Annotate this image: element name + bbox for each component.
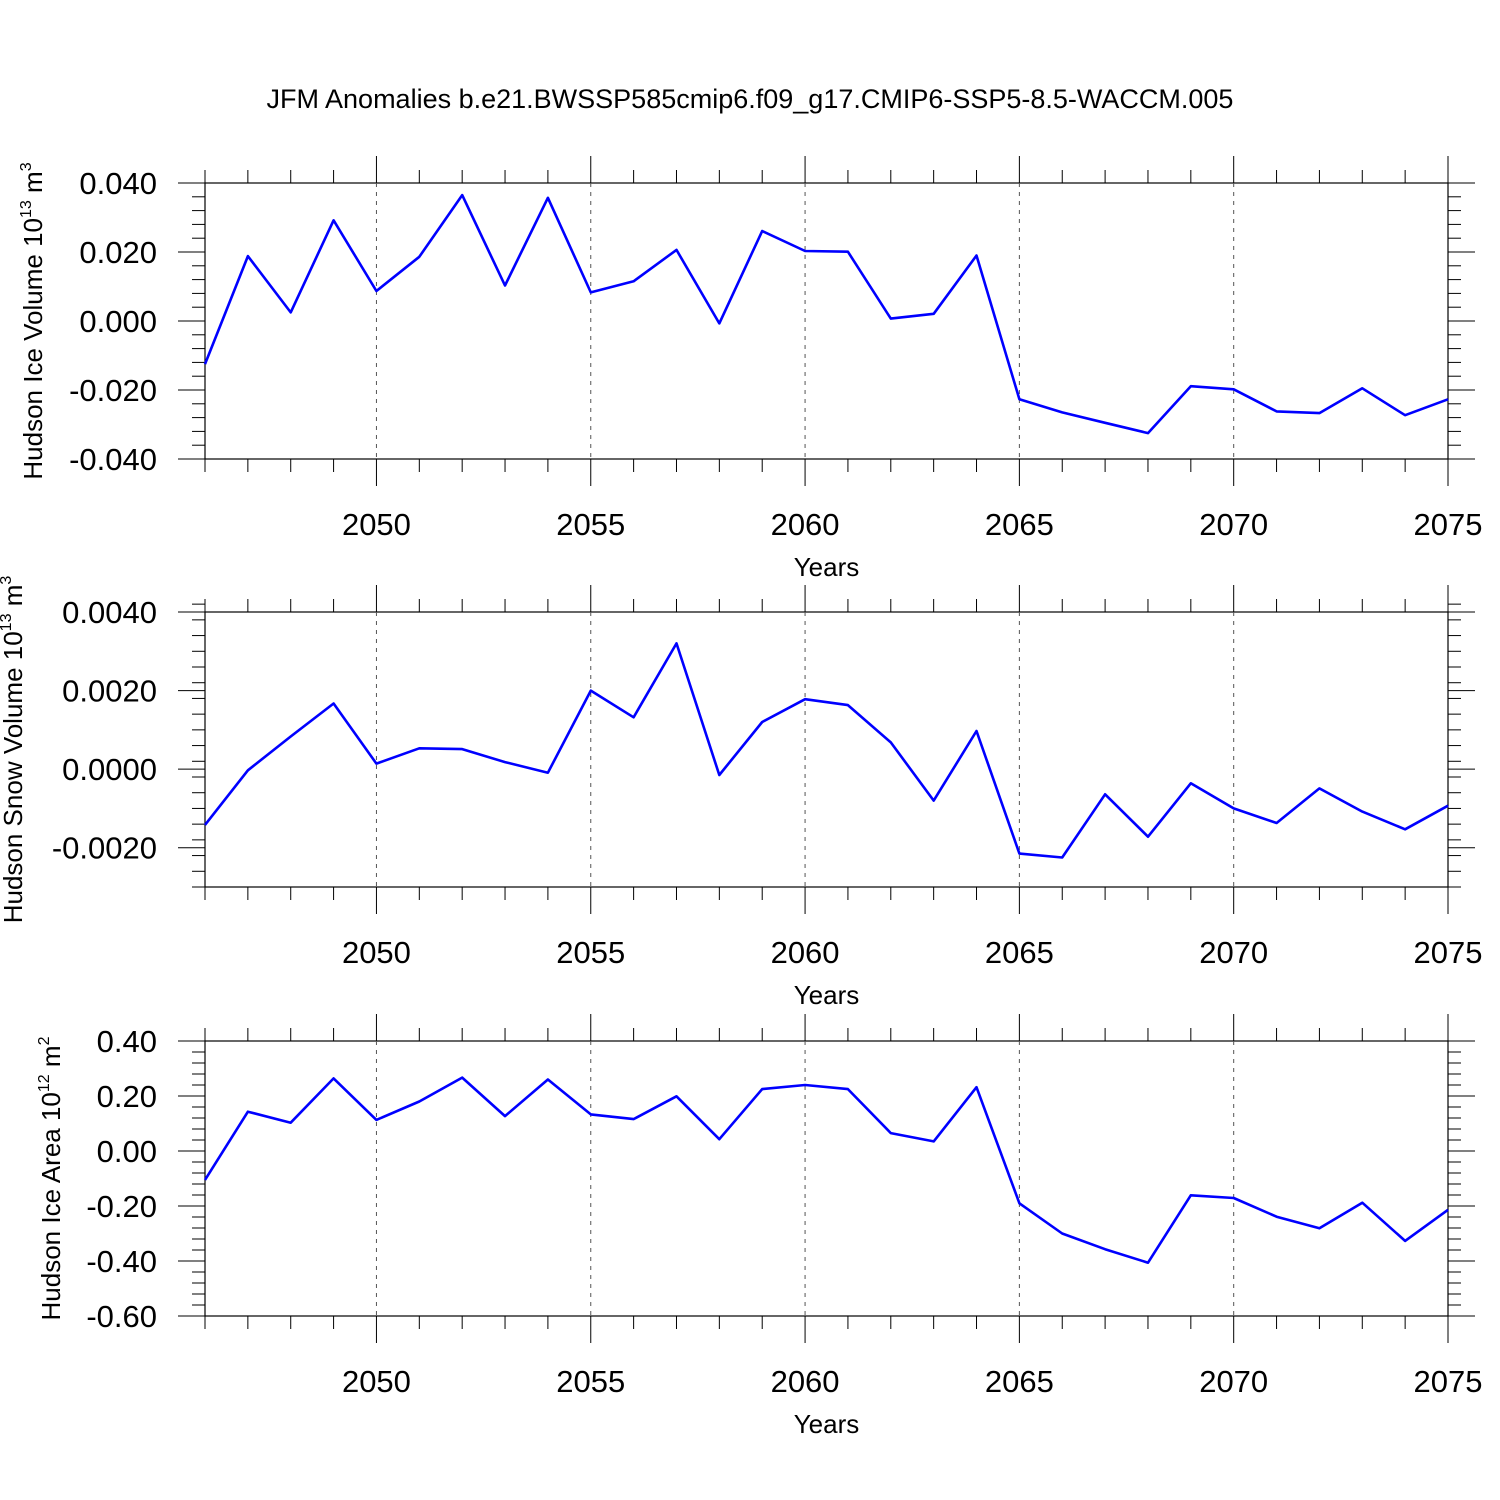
y-tick-label: 0.0000: [62, 752, 157, 787]
x-tick-label: 2070: [1199, 1364, 1268, 1399]
x-tick-label: 2060: [771, 935, 840, 970]
x-axis-label: Years: [794, 1409, 860, 1439]
x-tick-label: 2055: [556, 935, 625, 970]
series-line: [203, 193, 1449, 435]
x-axis-label: Years: [794, 552, 860, 582]
x-tick-label: 2060: [771, 507, 840, 542]
x-tick-label: 2050: [342, 1364, 411, 1399]
chart-panel-2: 0.0040 0.0020 0.0000 -0.0020 2050 2055 2060 206…: [0, 576, 1482, 1010]
x-tick-label: 2075: [1414, 935, 1483, 970]
plot-frame: [204, 182, 1449, 460]
y-axis-label: Hudson Ice Volume 1013 m3: [18, 162, 48, 479]
x-tick-label: 2065: [985, 1364, 1054, 1399]
chart-panel-1: 0.040 0.020 0.000 -0.020 -0.040 2050 2055 2060 2…: [18, 156, 1482, 582]
y-tick-label: 0.0040: [62, 595, 157, 630]
x-tick-label: 2075: [1414, 1364, 1483, 1399]
x-tick-label: 2050: [342, 507, 411, 542]
y-tick-label: 0.40: [97, 1024, 157, 1059]
x-tick-label: 2055: [556, 507, 625, 542]
chart-panel-3: 0.40 0.20 0.00 -0.20 -0.40 -0.60 2050 2055 2060 2…: [36, 1014, 1482, 1439]
y-tick-label: 0.000: [79, 304, 157, 339]
x-tick-label: 2050: [342, 935, 411, 970]
x-tick-label: 2065: [985, 935, 1054, 970]
y-tick-label: 0.020: [79, 235, 157, 270]
series-line: [203, 642, 1449, 859]
x-tick-label: 2065: [985, 507, 1054, 542]
plot-frame: [204, 611, 1449, 888]
x-tick-label: 2075: [1414, 507, 1483, 542]
x-tick-label: 2055: [556, 1364, 625, 1399]
y-tick-label: -0.60: [86, 1299, 157, 1334]
figure-title: JFM Anomalies b.e21.BWSSP585cmip6.f09_g1…: [266, 84, 1234, 114]
y-tick-label: 0.0020: [62, 674, 157, 709]
x-tick-label: 2060: [771, 1364, 840, 1399]
y-tick-label: 0.040: [79, 166, 157, 201]
y-tick-label: -0.020: [69, 373, 157, 408]
y-tick-label: 0.20: [97, 1079, 157, 1114]
y-tick-label: -0.20: [86, 1189, 157, 1224]
y-tick-label: -0.0020: [52, 831, 157, 866]
y-tick-label: -0.040: [69, 442, 157, 477]
plot-frame: [204, 1040, 1449, 1317]
y-axis-label: Hudson Ice Area 1012 m2: [36, 1036, 66, 1320]
y-axis-label: Hudson Snow Volume 1013 m3: [0, 576, 28, 924]
y-tick-label: -0.40: [86, 1244, 157, 1279]
x-tick-label: 2070: [1199, 935, 1268, 970]
x-tick-label: 2070: [1199, 507, 1268, 542]
y-tick-label: 0.00: [97, 1134, 157, 1169]
series-line: [203, 1076, 1449, 1264]
x-axis-label: Years: [794, 980, 860, 1010]
